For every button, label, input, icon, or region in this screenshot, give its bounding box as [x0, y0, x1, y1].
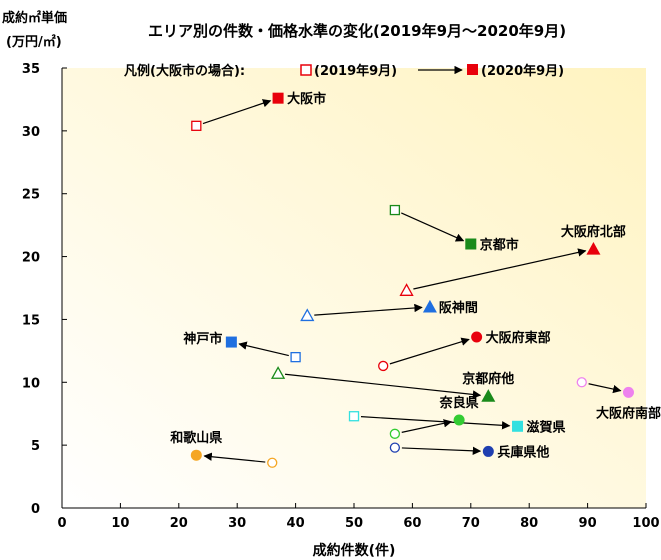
axes: 0 5 10 15 20 25 30 35 0 10 20 30 40 50 60 70 80 90 100 — [22, 62, 660, 531]
y-axis-label-line2: (万円/㎡) — [6, 34, 62, 50]
x-axis-label: 成約件数(件) — [313, 542, 396, 559]
change-arrow — [202, 99, 272, 125]
marker-2020 — [471, 331, 483, 343]
change-arrow — [284, 373, 482, 399]
area-label: 京都府他 — [462, 371, 514, 387]
y-tick-label: 30 — [22, 125, 40, 140]
change-arrow — [203, 452, 266, 463]
y-tick-label: 10 — [22, 376, 40, 391]
marker-2019 — [576, 377, 587, 388]
y-tick-label: 25 — [22, 188, 40, 203]
x-tick-label: 30 — [228, 516, 246, 531]
legend-from-marker — [300, 64, 312, 76]
area-label: 大阪府北部 — [561, 224, 626, 240]
y-tick-label: 35 — [22, 62, 40, 77]
x-tick-label: 90 — [579, 516, 597, 531]
legend-prefix: 凡例(大阪市の場合): — [124, 63, 245, 79]
marker-2019 — [300, 308, 315, 322]
change-arrow — [413, 248, 587, 290]
change-arrow — [401, 446, 482, 455]
x-tick-label: 10 — [111, 516, 129, 531]
area-label: 阪神間 — [439, 300, 478, 316]
x-tick-label: 60 — [403, 516, 421, 531]
legend-to-marker — [467, 64, 478, 75]
area-label: 大阪府東部 — [486, 330, 551, 346]
marker-2020 — [225, 336, 237, 348]
marker-2020 — [622, 386, 634, 398]
area-label: 和歌山県 — [170, 430, 222, 446]
x-tick-label: 20 — [170, 516, 188, 531]
marker-2019 — [270, 366, 286, 379]
change-arrow — [401, 419, 453, 433]
change-arrows — [202, 99, 622, 463]
area-label: 兵庫県他 — [497, 444, 549, 460]
marker-2019 — [389, 204, 401, 216]
y-tick-label: 5 — [31, 439, 40, 454]
change-arrow — [389, 337, 470, 365]
plot-area — [62, 68, 646, 508]
marker-2020 — [482, 445, 494, 457]
x-tick-label: 100 — [632, 516, 659, 531]
legend-to-label: (2020年9月) — [481, 63, 564, 79]
chart-title: エリア別の件数・価格水準の変化(2019年9月〜2020年9月) — [148, 22, 566, 40]
area-label: 奈良県 — [439, 395, 479, 411]
area-label: 神戸市 — [183, 331, 222, 347]
y-tick-label: 20 — [22, 251, 40, 266]
marker-2019 — [389, 442, 401, 453]
legend-from-label: (2019年9月) — [314, 63, 397, 79]
marker-2019 — [389, 428, 401, 439]
marker-2019 — [290, 351, 301, 363]
y-axis-label-line1: 成約㎡単価 — [2, 10, 67, 26]
x-tick-label: 80 — [520, 516, 538, 531]
area-label: 京都市 — [480, 237, 519, 253]
area-label: 滋賀県 — [527, 419, 566, 435]
marker-2019 — [348, 411, 360, 422]
marker-2019 — [267, 457, 278, 468]
marker-2020 — [453, 414, 465, 426]
x-tick-label: 70 — [462, 516, 480, 531]
x-tick-label: 0 — [57, 516, 66, 531]
area-label: 大阪府南部 — [596, 405, 661, 421]
marker-2019 — [191, 120, 202, 131]
marker-2020 — [422, 299, 437, 313]
marker-2020 — [512, 420, 524, 432]
change-arrow — [314, 303, 423, 316]
change-arrow — [401, 212, 465, 242]
change-arrow — [238, 341, 289, 357]
change-arrow — [588, 383, 622, 394]
marker-2020 — [586, 242, 601, 255]
marker-2020 — [190, 449, 202, 461]
marker-2020 — [465, 238, 477, 250]
marker-2020 — [481, 389, 496, 402]
x-tick-label: 40 — [287, 516, 305, 531]
y-tick-label: 15 — [22, 313, 40, 328]
area-label: 大阪市 — [287, 91, 326, 107]
y-tick-label: 0 — [31, 502, 40, 517]
data-markers — [190, 92, 634, 468]
change-arrow — [360, 416, 511, 430]
marker-2020 — [272, 92, 284, 104]
marker-2019 — [399, 283, 414, 296]
x-tick-label: 50 — [345, 516, 363, 531]
legend: 凡例(大阪市の場合): (2019年9月) (2020年9月) — [124, 63, 564, 79]
marker-2019 — [378, 360, 389, 372]
